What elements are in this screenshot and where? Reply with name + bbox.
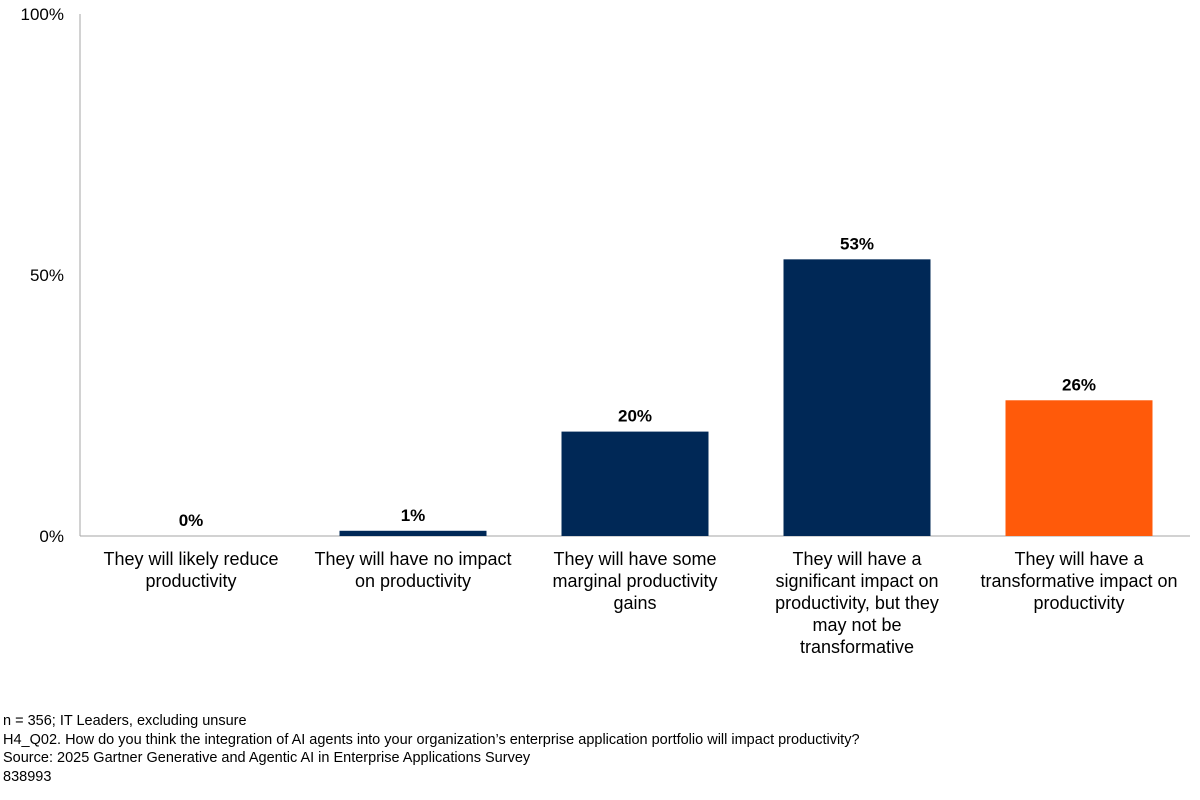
data-label: 26% — [1062, 375, 1096, 394]
y-tick-label: 50% — [30, 266, 64, 285]
x-tick-label-line: on productivity — [355, 571, 471, 591]
data-labels: 0% 1% 20% 53% 26% — [179, 234, 1096, 530]
chart-notes: n = 356; IT Leaders, excluding unsure H4… — [3, 712, 1193, 786]
source-note: Source: 2025 Gartner Generative and Agen… — [3, 750, 531, 766]
y-tick-label: 100% — [21, 5, 64, 24]
x-tick-label-line: They will have a — [792, 549, 922, 569]
x-tick-label-line: They will likely reduce — [103, 549, 278, 569]
data-label: 1% — [401, 506, 426, 525]
x-tick-label: They will have a transformative impact on… — [980, 549, 1177, 613]
chart-svg: 0% 50% 100% 0% 1% 20% 53% 26% They will likely… — [21, 5, 1190, 657]
x-tick-label-line: productivity, but they — [775, 593, 939, 613]
figure-id: 838993 — [3, 768, 52, 785]
data-label: 20% — [618, 407, 652, 426]
category-labels: They will likely reduce productivityThey … — [103, 549, 1177, 657]
sample-note: n = 356; IT Leaders, excluding unsure — [3, 713, 247, 729]
x-tick-label: They will likely reduce productivity — [103, 549, 278, 591]
x-tick-label-line: They will have no impact — [314, 549, 511, 569]
x-tick-label-line: They will have a — [1014, 549, 1144, 569]
x-tick-label-line: productivity — [1033, 593, 1124, 613]
bar — [561, 431, 709, 536]
x-tick-label-line: marginal productivity — [552, 571, 717, 591]
x-tick-label-line: significant impact on — [775, 571, 938, 591]
x-tick-label: They will have a significant impact on pro… — [775, 549, 939, 657]
x-tick-label-line: productivity — [145, 571, 236, 591]
x-tick-label-line: transformative impact on — [980, 571, 1177, 591]
x-tick-label: They will have some marginal productivity… — [552, 549, 717, 613]
x-tick-label-line: They will have some — [553, 549, 716, 569]
bar — [1005, 400, 1153, 536]
x-tick-label-line: transformative — [800, 637, 914, 657]
question-note: H4_Q02. How do you think the integration… — [3, 731, 860, 748]
bar — [339, 530, 487, 536]
x-tick-label-line: gains — [613, 593, 656, 613]
y-tick-label: 0% — [39, 527, 64, 546]
data-label: 53% — [840, 234, 874, 253]
bars — [339, 259, 1153, 536]
x-tick-label: They will have no impact on productivity — [314, 549, 511, 591]
y-tick-labels: 0% 50% 100% — [21, 5, 64, 546]
bar — [783, 259, 931, 536]
data-label: 0% — [179, 511, 204, 530]
x-tick-label-line: may not be — [812, 615, 901, 635]
bar-chart: 0% 50% 100% 0% 1% 20% 53% 26% They will likely… — [21, 5, 1190, 657]
